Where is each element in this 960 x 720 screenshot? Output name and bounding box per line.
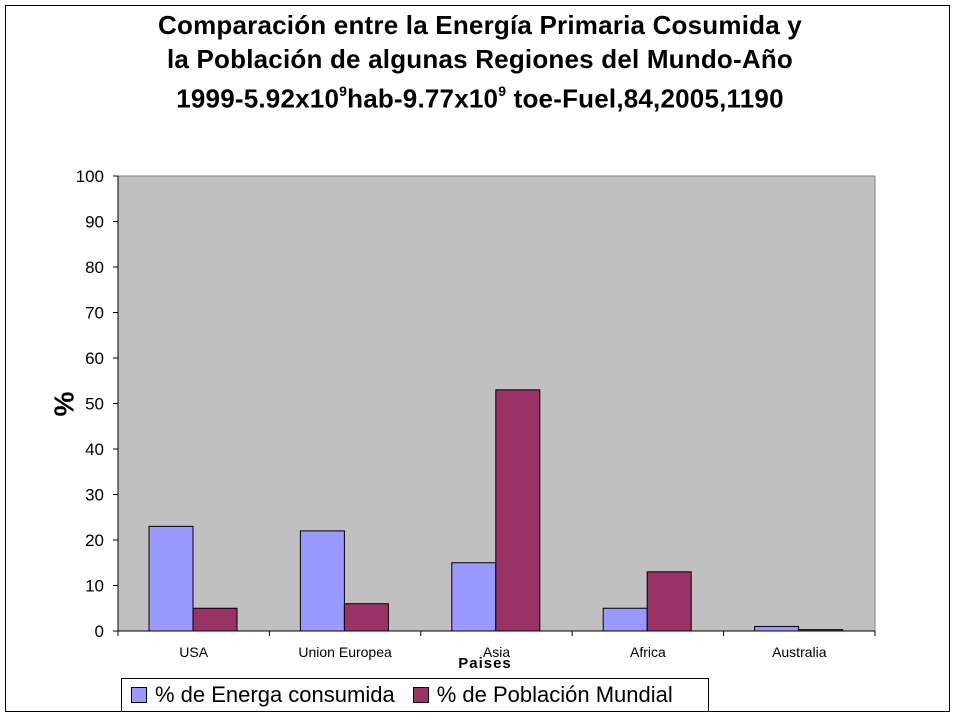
y-tick-label: 100 — [76, 167, 104, 186]
title-superscript-2: 9 — [498, 83, 507, 99]
bar-energy — [299, 530, 345, 632]
y-tick-label: 20 — [85, 531, 104, 550]
x-tick-label: Africa — [630, 644, 666, 660]
x-tick-label: USA — [179, 644, 208, 660]
bar-population — [798, 629, 844, 632]
y-tick-label: 60 — [85, 349, 104, 368]
legend: % de Energa consumida % de Población Mun… — [121, 678, 709, 712]
title-superscript-1: 9 — [339, 83, 348, 99]
bar-energy — [451, 562, 497, 632]
title-line-3-part-b: hab-9.77x10 — [347, 83, 499, 114]
x-tick-label: Australia — [772, 644, 827, 660]
bar-population — [192, 607, 238, 632]
y-tick-label: 90 — [85, 213, 104, 232]
bar-population — [646, 571, 692, 632]
legend-label-population: % de Población Mundial — [436, 682, 673, 707]
bar-energy — [754, 625, 800, 632]
legend-item-population: % de Población Mundial — [412, 682, 673, 708]
chart-title: Comparación entre la Energía Primaria Co… — [0, 8, 960, 116]
bar-population — [495, 389, 541, 632]
y-tick-label: 30 — [85, 486, 104, 505]
y-tick-label: 10 — [85, 577, 104, 596]
legend-item-energy: % de Energa consumida — [131, 682, 395, 708]
y-axis-label: % — [48, 391, 80, 417]
legend-swatch-energy — [131, 687, 147, 703]
title-line-3-part-c: toe-Fuel,84,2005,1190 — [506, 83, 784, 114]
y-tick-label: 40 — [85, 440, 104, 459]
y-tick-label: 50 — [85, 395, 104, 414]
bar-energy — [148, 525, 194, 632]
x-axis-label: Paises — [458, 655, 512, 672]
y-tick-label: 80 — [85, 258, 104, 277]
x-tick-label: Union Europea — [298, 644, 392, 660]
legend-label-energy: % de Energa consumida — [155, 682, 395, 707]
y-tick-label: 0 — [95, 622, 104, 641]
title-line-3: 1999-5.92x109hab-9.77x109 toe-Fuel,84,20… — [0, 76, 960, 116]
title-line-1: Comparación entre la Energía Primaria Co… — [158, 10, 802, 40]
bar-energy — [602, 607, 648, 632]
x-tick-label: Asia — [483, 644, 510, 660]
title-line-3-part-a: 1999-5.92x10 — [176, 83, 340, 114]
legend-swatch-population — [412, 687, 429, 703]
title-line-2: la Población de algunas Regiones del Mun… — [166, 44, 794, 74]
y-tick-label: 70 — [85, 304, 104, 323]
bar-population — [343, 603, 389, 632]
